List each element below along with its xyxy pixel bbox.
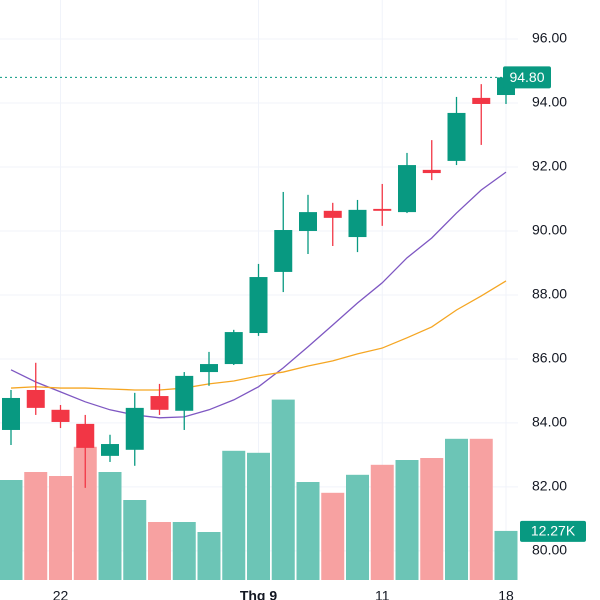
- candle-body: [26, 389, 45, 408]
- volume-bar: [469, 438, 493, 580]
- volume-label-box: [520, 520, 586, 542]
- candle-body: [348, 209, 367, 238]
- volume-bar: [123, 500, 147, 580]
- volume-bar: [445, 438, 468, 580]
- candle-body: [200, 364, 218, 373]
- candle-body: [125, 407, 144, 450]
- volume-bar: [73, 446, 97, 580]
- y-tick-label: 90.00: [532, 222, 567, 238]
- volume-bar: [98, 472, 122, 580]
- y-tick-label: 84.00: [532, 414, 567, 430]
- moving-average: [10, 171, 507, 419]
- x-tick-label: 22: [53, 588, 69, 600]
- candle-body: [51, 409, 70, 422]
- x-tick-label: Thg 9: [240, 588, 278, 600]
- y-tick-label: 88.00: [532, 286, 567, 302]
- candle-body: [447, 112, 466, 161]
- volume-bar: [197, 532, 221, 580]
- y-tick-label: 96.00: [532, 30, 567, 46]
- candle-body: [422, 169, 441, 174]
- candle-body: [224, 332, 243, 365]
- volume-bar: [49, 476, 72, 580]
- volume-label: 12.27K: [531, 523, 576, 539]
- y-tick-label: 86.00: [532, 350, 567, 366]
- volume-bar: [222, 450, 246, 580]
- y-tick-label: 80.00: [532, 542, 567, 558]
- candle-body: [299, 212, 317, 231]
- candle-body: [398, 165, 416, 213]
- candle-body: [101, 444, 119, 456]
- candle-body: [150, 396, 169, 410]
- candle-body: [472, 97, 491, 104]
- volume-bar: [24, 472, 48, 580]
- volume-bar: [346, 474, 369, 580]
- candle-body: [2, 397, 20, 430]
- candle-body: [373, 208, 392, 211]
- volume-bar: [148, 522, 171, 580]
- volume-bar: [420, 458, 444, 580]
- volume-bar: [395, 460, 419, 580]
- volume-bar: [271, 399, 295, 580]
- x-tick-label: 11: [375, 588, 390, 600]
- volume-bar: [172, 522, 196, 580]
- volume-bar: [370, 464, 394, 580]
- volume-bar: [296, 482, 320, 580]
- moving-average: [10, 280, 507, 391]
- candle-body: [175, 375, 194, 411]
- last-price-label: 94.80: [509, 69, 544, 85]
- y-tick-label: 92.00: [532, 158, 567, 174]
- x-tick-label: 18: [498, 588, 514, 600]
- last-price-box: [503, 66, 551, 89]
- y-tick-label: 82.00: [532, 478, 567, 494]
- y-tick-label: 94.00: [532, 94, 567, 110]
- volume-bar: [494, 530, 518, 580]
- candle-body: [76, 423, 95, 448]
- candle-body: [249, 277, 268, 334]
- volume-bar: [247, 452, 270, 580]
- candle-body: [274, 230, 293, 272]
- candle-body: [323, 210, 342, 218]
- volume-bar: [0, 480, 23, 580]
- volume-bar: [321, 492, 345, 580]
